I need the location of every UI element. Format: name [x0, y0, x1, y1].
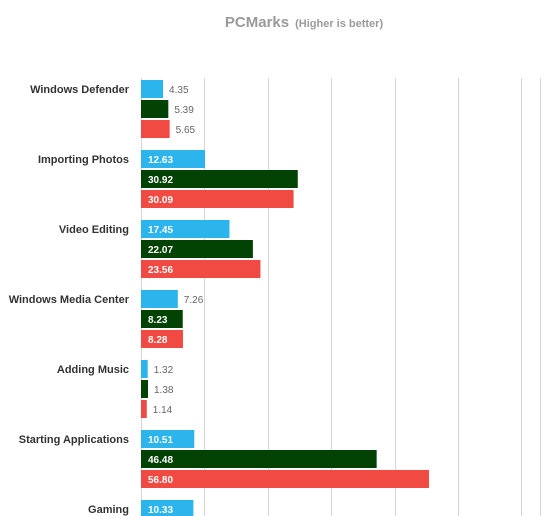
bar: [141, 400, 147, 418]
chart-subtitle: (Higher is better): [295, 18, 384, 30]
bar-value-label: 10.51: [148, 435, 173, 446]
category-label: Importing Photos: [38, 154, 129, 166]
bar-value-label: 7.26: [184, 295, 204, 306]
bar-value-label: 22.07: [148, 245, 173, 256]
bar: [141, 500, 194, 516]
bar-value-label: 30.09: [148, 195, 173, 206]
bar: [141, 220, 230, 238]
bar: [141, 330, 183, 348]
bar-value-label: 8.28: [148, 335, 168, 346]
bar-value-label: 10.33: [148, 505, 173, 516]
bar: [141, 150, 206, 168]
bar-value-label: 1.14: [153, 405, 173, 416]
bar: [141, 360, 148, 378]
bar: [141, 450, 377, 468]
bar: [141, 430, 195, 448]
bar-value-label: 46.48: [148, 455, 173, 466]
bar: [141, 310, 183, 328]
bar: [141, 80, 164, 98]
category-label: Video Editing: [59, 224, 129, 236]
bar: [141, 100, 169, 118]
bar: [141, 470, 429, 488]
category-label: Starting Applications: [19, 434, 129, 446]
bar: [141, 190, 294, 208]
bar: [141, 170, 298, 188]
bar-value-label: 8.23: [148, 315, 168, 326]
category-label: Adding Music: [57, 364, 129, 376]
bar-value-label: 17.45: [148, 225, 173, 236]
bar-value-label: 5.39: [174, 105, 194, 116]
bar-value-label: 30.92: [148, 175, 173, 186]
bar: [141, 120, 170, 138]
category-label: Gaming: [88, 504, 129, 516]
category-label: Windows Defender: [30, 84, 130, 96]
bar: [141, 290, 178, 308]
bar-value-label: 23.56: [148, 265, 173, 276]
bar-value-label: 56.80: [148, 475, 173, 486]
bar: [141, 240, 253, 258]
bar: [141, 380, 148, 398]
bar-value-label: 1.32: [154, 365, 174, 376]
bar: [141, 260, 261, 278]
bar-value-label: 5.65: [176, 125, 196, 136]
bar-value-label: 1.38: [154, 385, 174, 396]
bar-value-label: 4.35: [169, 85, 189, 96]
chart-title-block: PCMarks (Higher is better): [0, 14, 560, 31]
bar-value-label: 12.63: [148, 155, 173, 166]
category-label: Windows Media Center: [9, 294, 130, 306]
chart-title: PCMarks: [224, 14, 290, 31]
